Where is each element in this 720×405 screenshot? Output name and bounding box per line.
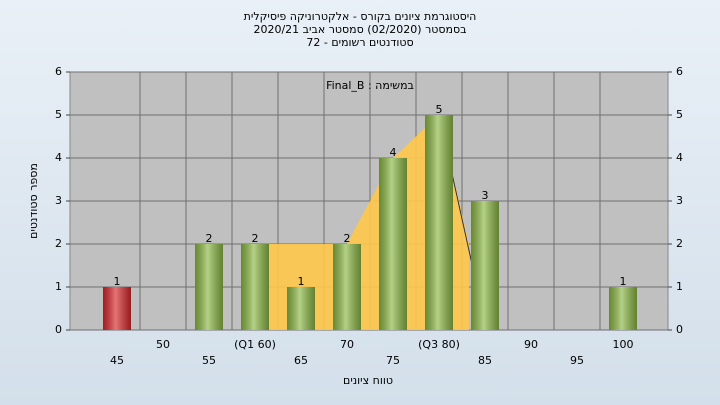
y-tick-label: 5	[55, 108, 62, 121]
y-tick-label: 6	[55, 65, 62, 78]
data-label: 1	[114, 275, 121, 288]
x-axis-label: טווח ציונים	[343, 374, 393, 387]
y2-tick-label: 1	[676, 280, 683, 293]
annotation: במשימה : Final_B	[326, 79, 414, 92]
data-label: 1	[620, 275, 627, 288]
y-axis-label: מספר סטודנטים	[27, 163, 40, 239]
data-label: 5	[436, 103, 443, 116]
bar-shade	[425, 115, 453, 330]
x-tick-label: 95	[570, 354, 584, 367]
chart-subtitle: סטודנטים רשומים - 72	[306, 36, 413, 49]
x-tick-label: 70	[340, 338, 354, 351]
bar-shade	[379, 158, 407, 330]
x-tick-label: (Q3 80)	[418, 338, 460, 351]
y2-tick-label: 4	[676, 151, 683, 164]
data-label: 2	[344, 232, 351, 245]
bar-shade	[195, 244, 223, 330]
y-tick-label: 4	[55, 151, 62, 164]
y-tick-label: 2	[55, 237, 62, 250]
data-label: 2	[206, 232, 213, 245]
x-tick-label: 75	[386, 354, 400, 367]
x-tick-label: 90	[524, 338, 538, 351]
bar-shade	[241, 244, 269, 330]
x-tick-label: 85	[478, 354, 492, 367]
chart-subtitle: בסמסטר (02/2020) סמסטר אביב 2020/21	[253, 23, 466, 36]
y-tick-label: 1	[55, 280, 62, 293]
bar-shade	[103, 287, 131, 330]
x-tick-label: 65	[294, 354, 308, 367]
y-tick-label: 0	[55, 323, 62, 336]
y-tick-label: 3	[55, 194, 62, 207]
bar-shade	[287, 287, 315, 330]
quartile-area	[255, 115, 469, 330]
x-tick-label: 45	[110, 354, 124, 367]
y2-tick-label: 0	[676, 323, 683, 336]
bar-shade	[471, 201, 499, 330]
bar-shade	[609, 287, 637, 330]
y2-tick-label: 3	[676, 194, 683, 207]
x-tick-label: 55	[202, 354, 216, 367]
y2-tick-label: 6	[676, 65, 683, 78]
chart-title: היסטוגרמת ציונים בקורס - אלקטרוניקה פיסי…	[244, 10, 477, 23]
x-tick-label: (Q1 60)	[234, 338, 276, 351]
data-label: 4	[390, 146, 397, 159]
bar-shade	[333, 244, 361, 330]
data-label: 2	[252, 232, 259, 245]
data-label: 1	[298, 275, 305, 288]
y2-tick-label: 5	[676, 108, 683, 121]
data-label: 3	[482, 189, 489, 202]
y2-tick-label: 2	[676, 237, 683, 250]
x-tick-label: 100	[613, 338, 634, 351]
x-tick-label: 50	[156, 338, 170, 351]
